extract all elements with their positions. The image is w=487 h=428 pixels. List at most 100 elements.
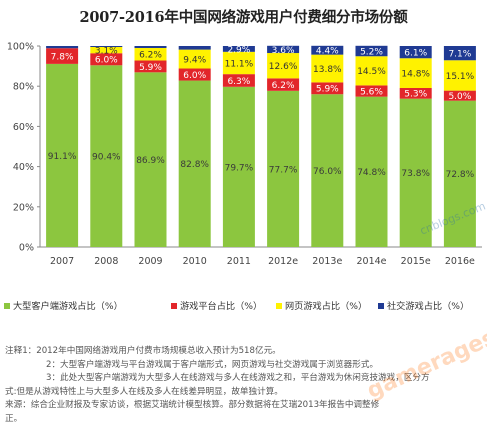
y-tick-label: 100% bbox=[7, 42, 34, 53]
data-label: 5.9% bbox=[316, 85, 339, 95]
legend-label: 游戏平台占比（%） bbox=[180, 300, 262, 312]
legend-swatch bbox=[276, 303, 282, 309]
bar-segment bbox=[311, 54, 344, 83]
data-label: 79.7% bbox=[225, 163, 254, 173]
bar-segment bbox=[222, 74, 255, 87]
data-label: 14.5% bbox=[357, 67, 386, 77]
data-label: 6.1% bbox=[404, 49, 427, 59]
note-line-5: 来源：综合企业财报及专家访谈，根据艾瑞统计模型核算。部分数据将在艾瑞2013年报… bbox=[5, 400, 380, 411]
bar-segment bbox=[399, 98, 432, 247]
data-label: 86.9% bbox=[136, 156, 165, 166]
bar-segment bbox=[222, 86, 255, 247]
x-tick-label: 2014e bbox=[356, 256, 386, 267]
bar-segment bbox=[178, 68, 211, 81]
x-tick-label: 2009 bbox=[138, 256, 162, 267]
chart-title: 2007-2016年中国网络游戏用户付费细分市场份额 bbox=[79, 9, 408, 26]
data-label: 6.0% bbox=[183, 71, 206, 81]
data-label: 74.8% bbox=[357, 168, 386, 178]
data-label: 7.8% bbox=[51, 52, 74, 62]
data-label: 3.1% bbox=[95, 47, 118, 57]
bar-segment bbox=[443, 90, 476, 101]
bar-segment bbox=[46, 48, 79, 64]
bar-segment bbox=[90, 65, 123, 248]
bar-segment bbox=[222, 51, 255, 75]
x-tick-label: 2016e bbox=[445, 256, 475, 267]
bar-segment bbox=[355, 85, 388, 97]
data-label: 15.1% bbox=[446, 72, 475, 82]
x-tick-label: 2011 bbox=[227, 256, 251, 267]
bar-segment bbox=[134, 72, 167, 248]
note-line-6: 正。 bbox=[5, 413, 23, 424]
bar-segment bbox=[443, 46, 476, 61]
legend-label: 社交游戏占比（%） bbox=[387, 300, 469, 312]
bar-segment bbox=[267, 78, 300, 91]
data-label: 14.8% bbox=[401, 70, 430, 80]
data-label: 6.3% bbox=[227, 77, 250, 87]
bar-segment bbox=[311, 82, 344, 95]
bar-segment bbox=[46, 46, 79, 49]
bar-segment bbox=[355, 45, 388, 57]
legend-swatch bbox=[378, 303, 384, 309]
note-line-4: 式:但是从游戏特性上与大型多人在线及多人在线差异明显，故单独计算。 bbox=[5, 386, 283, 397]
note-line-1: 注释1：2012年中国网络游戏用户付费市场规模总收入预计为518亿元。 bbox=[5, 346, 281, 356]
bar-segment bbox=[222, 46, 255, 52]
bar-segment bbox=[178, 80, 211, 248]
bar-segment bbox=[90, 47, 123, 54]
data-label: 73.8% bbox=[401, 169, 430, 179]
bar-segment bbox=[355, 56, 388, 86]
data-label: 6.2% bbox=[272, 81, 295, 91]
data-label: 6.0% bbox=[95, 56, 118, 66]
data-label: 5.6% bbox=[360, 87, 383, 97]
data-label: 5.9% bbox=[139, 63, 162, 73]
legend-swatch bbox=[4, 303, 10, 309]
data-label: 82.8% bbox=[180, 160, 209, 170]
data-label: 2.9% bbox=[227, 45, 250, 55]
bar-segment bbox=[267, 45, 300, 54]
data-label: 5.0% bbox=[448, 92, 471, 102]
x-tick-label: 2013e bbox=[312, 256, 342, 267]
bar-segment bbox=[355, 96, 388, 247]
data-label: 7.1% bbox=[448, 50, 471, 60]
data-label: 13.8% bbox=[313, 65, 342, 75]
x-tick-label: 2010 bbox=[183, 256, 207, 267]
data-label: 72.8% bbox=[446, 170, 475, 180]
y-tick-label: 60% bbox=[13, 122, 34, 133]
bar-segment bbox=[267, 90, 300, 247]
note-line-3: 3：此处大型客户端游戏为大型多人在线游戏与多人在线游戏之和，平台游戏为休闲竞技游… bbox=[46, 373, 430, 384]
x-tick-label: 2008 bbox=[94, 256, 118, 267]
note-line-2: 2：大型客户端游戏与平台游戏属于客户端形式，网页游戏与社交游戏属于浏览器形式。 bbox=[46, 359, 379, 370]
legend-label: 大型客户端游戏占比（%） bbox=[13, 300, 123, 312]
bar-segment bbox=[399, 88, 432, 99]
x-tick-label: 2012e bbox=[268, 256, 298, 267]
data-label: 3.6% bbox=[272, 46, 295, 56]
chart-notes: 注释1：2012年中国网络游戏用户付费市场规模总收入预计为518亿元。 2：大型… bbox=[5, 345, 483, 427]
bar-segment bbox=[134, 46, 167, 49]
bar-segment bbox=[134, 60, 167, 73]
bar-segment bbox=[134, 48, 167, 61]
bar-segment bbox=[399, 58, 432, 89]
data-label: 77.7% bbox=[269, 165, 298, 175]
bar-segment bbox=[443, 100, 476, 247]
data-label: 76.0% bbox=[313, 167, 342, 177]
y-tick-label: 20% bbox=[13, 202, 34, 213]
legend-swatch bbox=[171, 303, 177, 309]
data-label: 9.4% bbox=[183, 55, 206, 65]
bar-segment bbox=[267, 53, 300, 79]
y-tick-label: 0% bbox=[19, 243, 34, 254]
data-label: 4.4% bbox=[316, 47, 339, 57]
bar-segment bbox=[443, 60, 476, 91]
bar-segment bbox=[90, 46, 123, 48]
y-tick-label: 40% bbox=[13, 162, 34, 173]
stacked-bar-chart: 0% 20% 40% 60% 80% 100% 91.1% 7.8% 2007 90.4% 6.0%… bbox=[4, 42, 482, 312]
data-label: 5.3% bbox=[404, 90, 427, 100]
legend-label: 网页游戏占比（%） bbox=[285, 300, 367, 312]
y-tick-label: 80% bbox=[13, 82, 34, 93]
bar-segment bbox=[90, 53, 123, 66]
data-label: 12.6% bbox=[269, 62, 298, 72]
data-label: 11.1% bbox=[225, 59, 254, 69]
bar-segment bbox=[178, 49, 211, 69]
data-label: 90.4% bbox=[92, 153, 121, 163]
data-label: 91.1% bbox=[48, 152, 77, 162]
bar-segment bbox=[46, 63, 79, 247]
bar-segment bbox=[178, 46, 211, 50]
